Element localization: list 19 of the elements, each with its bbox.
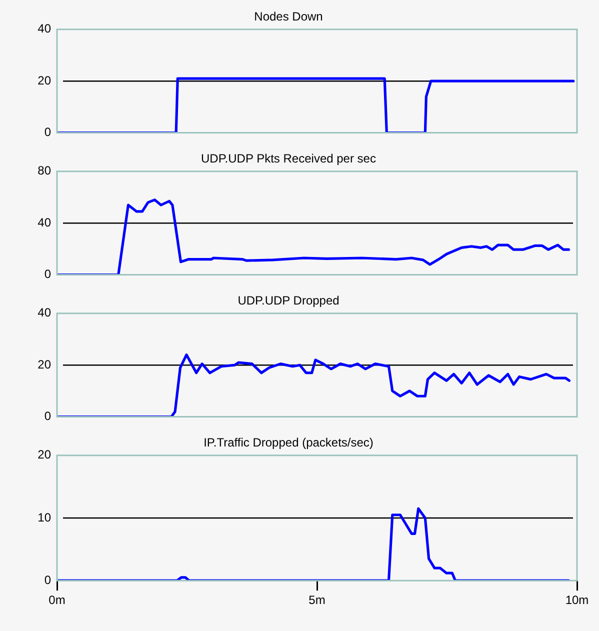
y-tick-label: 0 <box>44 572 52 587</box>
chart-title: Nodes Down <box>254 10 323 24</box>
y-tick-label: 0 <box>44 409 52 424</box>
y-tick-label: 80 <box>38 164 52 178</box>
x-tick-label: 5m <box>308 593 326 608</box>
y-tick-label: 20 <box>38 357 52 372</box>
x-tick-label: 0m <box>48 593 66 608</box>
y-tick-label: 0 <box>44 125 52 140</box>
y-tick-label: 10 <box>38 510 52 524</box>
chart-title: UDP.UDP Dropped <box>238 294 340 308</box>
y-tick-label: 40 <box>38 215 52 230</box>
y-tick-label: 20 <box>38 448 52 462</box>
y-tick-label: 40 <box>38 306 52 320</box>
chart-title: IP.Traffic Dropped (packets/sec) <box>204 436 374 450</box>
chart-title: UDP.UDP Pkts Received per sec <box>201 152 376 166</box>
x-tick-label: 10m <box>565 593 589 608</box>
y-tick-label: 20 <box>38 73 52 88</box>
y-tick-label: 40 <box>38 22 52 36</box>
y-tick-label: 0 <box>44 267 52 282</box>
